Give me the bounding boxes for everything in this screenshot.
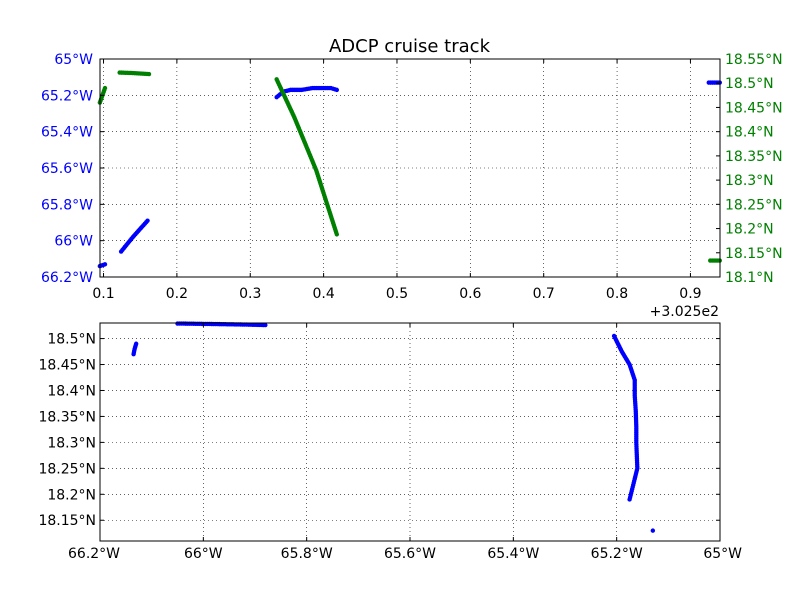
data-point [263,322,268,328]
y-left-tick-label: 65.6°W [41,161,93,177]
x-axis-offset-label: +3.025e2 [650,304,719,320]
y-left-tick-label: 66°W [54,234,93,250]
y-right-tick-label: 18.5°N [725,76,774,92]
y-tick-label: 18.4°N [47,383,96,399]
y-right-tick-label: 18.3°N [725,173,774,189]
y-tick-label: 18.45°N [38,358,96,374]
x-tick-label: 0.7 [533,286,555,302]
y-right-tick-label: 18.45°N [725,100,783,116]
x-tick-label: 66°W [184,546,223,562]
x-tick-label: 65.4°W [487,546,539,562]
y-left-tick-label: 65.2°W [41,88,93,104]
y-left-tick-label: 65.4°W [41,125,93,141]
x-tick-label: 65°W [703,546,742,562]
y-tick-label: 18.2°N [47,487,96,503]
y-left-tick-label: 66.2°W [41,270,93,286]
y-right-tick-label: 18.35°N [725,149,783,165]
data-point [334,232,340,237]
y-right-tick-label: 18.2°N [725,222,774,238]
x-tick-label: 0.2 [166,286,188,302]
y-right-tick-label: 18.4°N [725,125,774,141]
data-point [131,351,136,357]
bottom-chart: 66.2°W 66°W 65.8°W 65.6°W 65.4°W 65.2°W 65°W 18… [38,321,742,562]
data-point [650,528,656,533]
y-right-tick-label: 18.1°N [725,270,774,286]
x-tick-label: 65.6°W [384,546,436,562]
data-point [102,262,108,267]
y-tick-label: 18.35°N [38,409,96,425]
x-tick-label: 0.8 [606,286,628,302]
y-tick-label: 18.5°N [47,332,96,348]
x-tick-label: 0.3 [239,286,261,302]
y-tick-label: 18.15°N [38,513,96,529]
x-tick-label: 0.5 [386,286,408,302]
data-point [146,71,152,77]
data-point [334,87,340,93]
x-tick-label: 66.2°W [68,546,120,562]
y-tick-label: 18.25°N [38,461,96,477]
y-right-tick-label: 18.25°N [725,197,783,213]
y-left-tick-label: 65°W [54,52,93,68]
top-chart: ADCP cruise track +3.025e2 0.1 0.2 0.3 0.4 0… [41,36,783,320]
x-tick-label: 65.2°W [591,546,643,562]
y-left-tick-label: 65.8°W [41,197,93,213]
y-right-tick-label: 18.15°N [725,246,783,262]
data-point [102,85,108,91]
x-tick-label: 0.6 [459,286,481,302]
y-tick-label: 18.3°N [47,435,96,451]
x-tick-label: 65.8°W [281,546,333,562]
x-tick-label: 0.1 [92,286,114,302]
chart-title: ADCP cruise track [329,36,491,57]
data-point [145,218,150,223]
x-tick-label: 0.4 [312,286,334,302]
y-right-tick-label: 18.55°N [725,52,783,68]
x-tick-label: 0.9 [679,286,701,302]
data-point [627,497,632,502]
